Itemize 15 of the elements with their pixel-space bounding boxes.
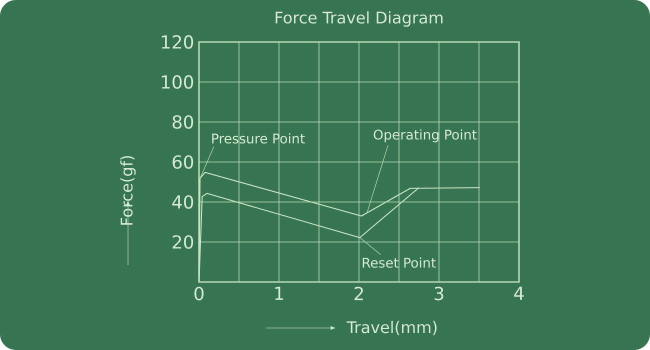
y-tick-label: 40	[172, 195, 194, 209]
annotation: Reset Point	[362, 257, 436, 268]
y-axis-title: Force(gf)	[120, 156, 136, 225]
x-tick-label: 4	[514, 286, 524, 300]
y-tick-label: 60	[172, 155, 194, 169]
x-tick-label: 1	[275, 286, 284, 300]
x-axis-title: Travel(mm)	[346, 320, 437, 336]
x-tick-label: 2	[354, 286, 363, 300]
y-tick-label: 100	[162, 75, 194, 89]
y-tick-label: 20	[172, 235, 194, 249]
x-tick-label: 0	[194, 286, 204, 300]
y-tick-label: 120	[162, 35, 194, 49]
y-tick-label: 80	[172, 115, 194, 129]
x-tick-label: 3	[434, 286, 444, 300]
chart-title: Force Travel Diagram	[276, 11, 443, 27]
